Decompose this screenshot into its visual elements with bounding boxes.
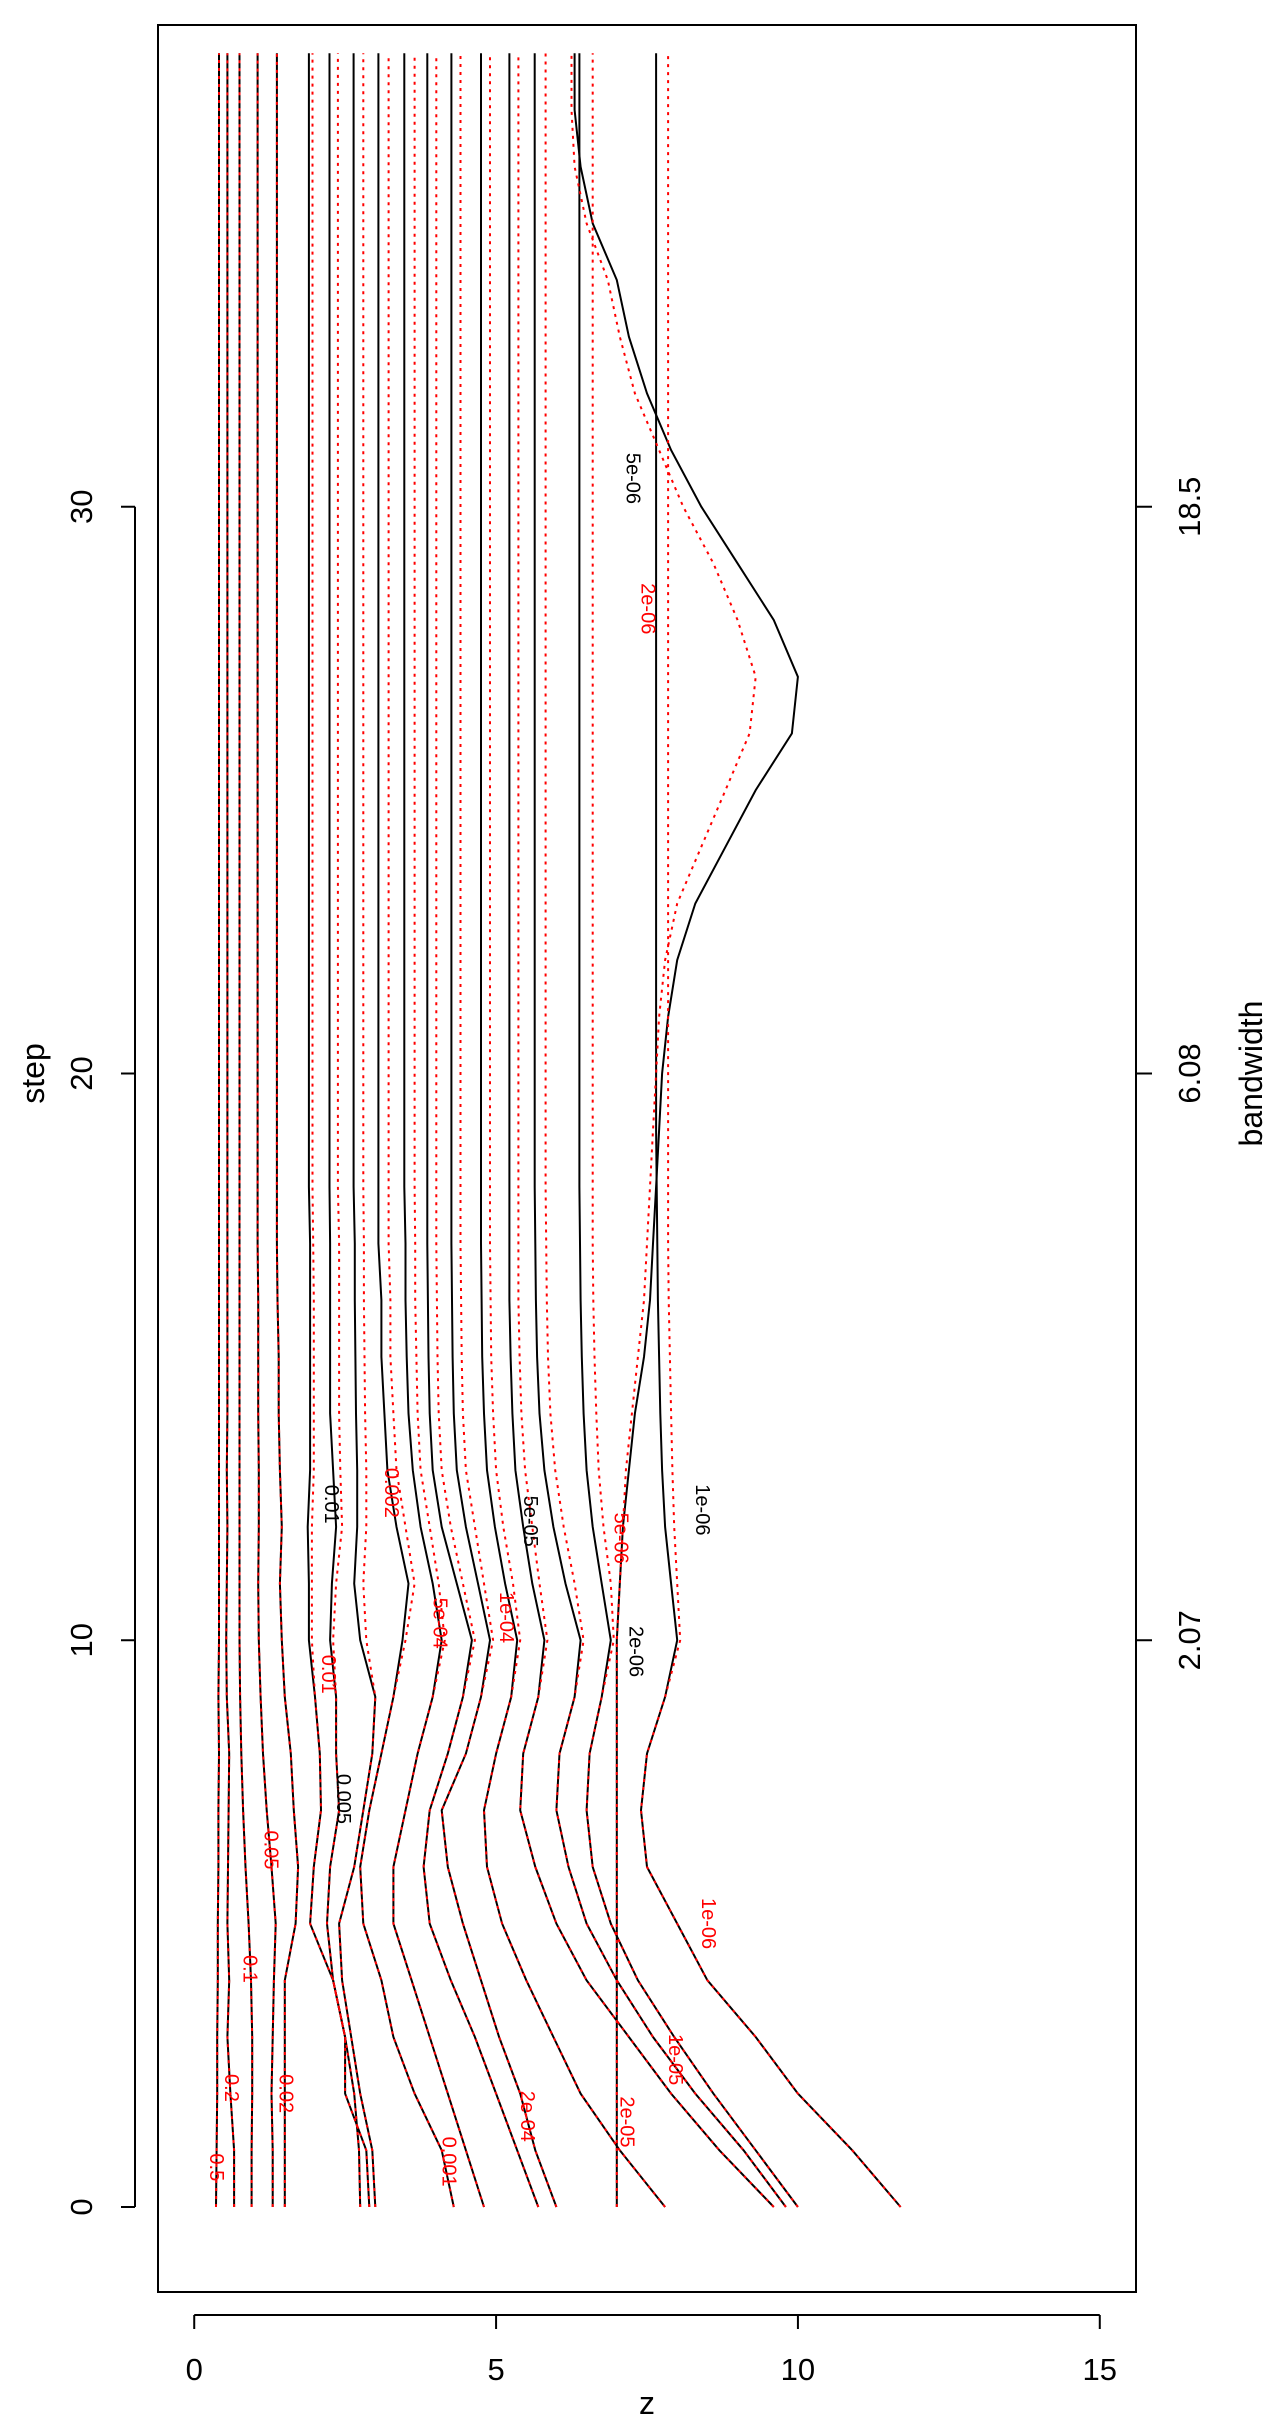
red-contour-line-11 bbox=[422, 53, 540, 2208]
red-contour-line-8 bbox=[338, 53, 377, 2208]
red-contour-line-1 bbox=[215, 53, 221, 2208]
contour-label-19: 1e-06 bbox=[691, 1484, 713, 1535]
red-contour-line-6 bbox=[309, 53, 362, 2208]
black-contour-line-2 bbox=[225, 53, 236, 2207]
red-contour-line-3 bbox=[238, 53, 254, 2207]
contour-label-5: 0.02 bbox=[274, 2074, 296, 2113]
y2-tick-label: 18.5 bbox=[1172, 477, 1207, 537]
contour-label-17: 5e-06 bbox=[610, 1513, 632, 1564]
contour-label-14: 5e-05 bbox=[519, 1496, 541, 1547]
red-contour-line-5 bbox=[275, 53, 300, 2207]
contour-label-22: 2e-06 bbox=[637, 583, 659, 634]
y-tick-label: 0 bbox=[64, 2198, 99, 2215]
contour-label-1: 0.5 bbox=[205, 2153, 227, 2181]
contour-label-6: 0.01 bbox=[317, 1655, 339, 1694]
y-tick-label: 10 bbox=[64, 1623, 99, 1657]
contour-label-11: 5e-04 bbox=[428, 1598, 450, 1649]
y-axis: 0 10 20 30 bbox=[64, 489, 136, 2216]
red-contour-line-10 bbox=[392, 53, 485, 2208]
contour-label-7: 0.005 bbox=[332, 1774, 354, 1824]
black-contour-line-9 bbox=[359, 53, 455, 2208]
contour-label-12: 2e-04 bbox=[516, 2091, 538, 2142]
x-tick-label: 10 bbox=[781, 2352, 815, 2387]
black-contour-line-4 bbox=[256, 53, 277, 2207]
contour-label-8: 0.01 bbox=[320, 1485, 342, 1524]
black-contour-line-7 bbox=[325, 53, 371, 2208]
secondary-y-axis-title: bandwidth bbox=[1233, 1001, 1269, 1147]
contour-label-3: 0.1 bbox=[238, 1955, 260, 1983]
x-axis: 0 5 10 15 bbox=[186, 2314, 1117, 2387]
x-tick-label: 0 bbox=[186, 2352, 203, 2387]
contour-label-21: 5e-06 bbox=[622, 453, 644, 504]
red-contour-lines bbox=[215, 53, 902, 2208]
red-contour-line-7 bbox=[325, 53, 371, 2208]
x-tick-label: 5 bbox=[487, 2352, 504, 2387]
contour-label-18: 2e-06 bbox=[625, 1626, 647, 1677]
y-tick-label: 30 bbox=[64, 489, 99, 523]
contour-labels: 0.5 0.2 0.1 0.05 0.02 0.01 0.005 0.01 0.002 0.001… bbox=[205, 453, 719, 2187]
red-contour-line-9 bbox=[359, 53, 455, 2208]
red-contour-line-16 bbox=[585, 53, 799, 2208]
y2-tick-label: 6.08 bbox=[1172, 1043, 1207, 1103]
y-tick-label: 20 bbox=[64, 1056, 99, 1090]
secondary-y-axis: 2.07 6.08 18.5 bbox=[1135, 477, 1207, 1670]
contour-label-2: 0.2 bbox=[220, 2074, 242, 2102]
contour-label-20: 1e-06 bbox=[697, 1898, 719, 1949]
black-contour-line-6 bbox=[306, 53, 362, 2208]
red-contour-line-17 bbox=[639, 53, 902, 2208]
x-tick-label: 15 bbox=[1083, 2352, 1117, 2387]
y2-tick-label: 2.07 bbox=[1172, 1610, 1207, 1670]
red-contour-line-13 bbox=[482, 53, 666, 2208]
contour-label-4: 0.05 bbox=[259, 1830, 281, 1869]
black-contour-line-10 bbox=[392, 53, 485, 2208]
red-contour-line-15 bbox=[544, 53, 787, 2208]
black-contour-line-18 bbox=[573, 53, 799, 2207]
contour-label-13: 1e-04 bbox=[495, 1592, 517, 1643]
y-axis-title: step bbox=[15, 1043, 51, 1103]
x-axis-title: z bbox=[639, 2385, 655, 2420]
black-contour-line-13 bbox=[480, 53, 666, 2208]
contour-label-15: 2e-05 bbox=[616, 2096, 638, 2147]
red-contour-line-14 bbox=[517, 53, 775, 2208]
red-contour-line-12 bbox=[440, 53, 558, 2208]
black-contour-line-11 bbox=[422, 53, 540, 2208]
contour-label-9: 0.002 bbox=[380, 1468, 402, 1518]
contour-label-16: 1e-05 bbox=[664, 2034, 686, 2085]
black-contour-line-8 bbox=[338, 53, 377, 2208]
black-contour-line-14 bbox=[508, 53, 775, 2208]
contour-label-10: 0.001 bbox=[437, 2137, 459, 2187]
